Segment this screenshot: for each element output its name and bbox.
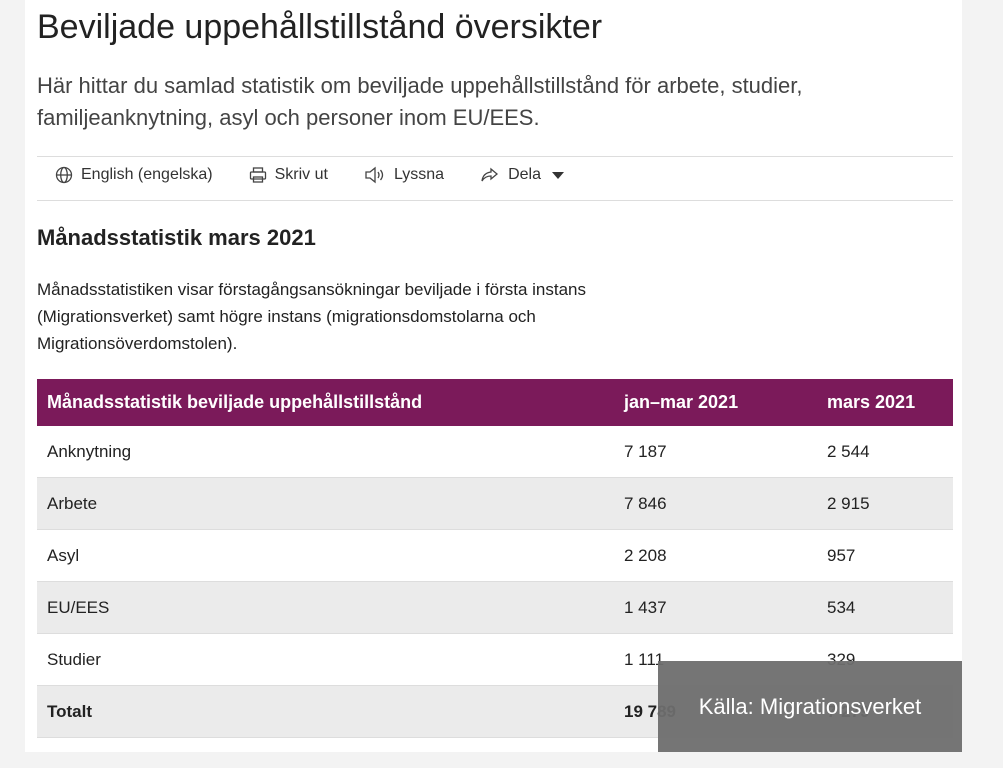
table-cell: EU/EES bbox=[37, 581, 614, 634]
section-heading: Månadsstatistik mars 2021 bbox=[37, 225, 316, 250]
print-button[interactable]: Skriv ut bbox=[249, 166, 328, 184]
toolbar: English (engelska) Skriv ut Lyssna Dela bbox=[55, 166, 609, 184]
table-cell: 7 846 bbox=[614, 477, 817, 530]
globe-icon bbox=[55, 166, 73, 184]
share-button[interactable]: Dela bbox=[480, 166, 573, 184]
table-row: Asyl 2 208 957 bbox=[37, 529, 953, 582]
print-icon bbox=[249, 167, 266, 183]
column-header: mars 2021 bbox=[817, 379, 953, 426]
page-title: Beviljade uppehållstillstånd översikter bbox=[37, 8, 603, 46]
toolbar-label: English (engelska) bbox=[81, 166, 213, 183]
speaker-icon bbox=[365, 166, 384, 184]
table-cell: 2 544 bbox=[817, 426, 953, 478]
table-cell: Totalt bbox=[37, 685, 614, 738]
divider bbox=[37, 156, 953, 157]
section-text: Månadsstatistiken visar förstagångsansök… bbox=[37, 280, 587, 353]
table-cell: Asyl bbox=[37, 529, 614, 582]
table-cell: 2 208 bbox=[614, 529, 817, 582]
table-row: EU/EES 1 437 534 bbox=[37, 581, 953, 634]
language-button[interactable]: English (engelska) bbox=[55, 166, 213, 184]
share-icon bbox=[481, 167, 499, 182]
table-row: Anknytning 7 187 2 544 bbox=[37, 426, 953, 478]
table-cell: Studier bbox=[37, 633, 614, 686]
table-cell: 957 bbox=[817, 529, 953, 582]
content-card: Beviljade uppehållstillstånd översikter … bbox=[25, 0, 962, 752]
table-cell: 534 bbox=[817, 581, 953, 634]
dropdown-arrow bbox=[551, 172, 564, 179]
table-row: Arbete 7 846 2 915 bbox=[37, 477, 953, 530]
intro-text: Här hittar du samlad statistik om bevilj… bbox=[37, 73, 803, 130]
toolbar-label: Lyssna bbox=[393, 166, 445, 183]
listen-button[interactable]: Lyssna bbox=[364, 166, 444, 184]
table-cell: Arbete bbox=[37, 477, 614, 530]
column-header: Månadsstatistik beviljade uppehållstills… bbox=[37, 379, 614, 426]
column-header: jan–mar 2021 bbox=[614, 379, 817, 426]
toolbar-label: Skriv ut bbox=[274, 166, 328, 183]
source-caption: Källa: Migrationsverket bbox=[658, 661, 962, 752]
table-header: Månadsstatistik beviljade uppehållstills… bbox=[37, 379, 953, 426]
table-cell: 1 437 bbox=[614, 581, 817, 634]
table-cell: 7 187 bbox=[614, 426, 817, 478]
table-cell: 2 915 bbox=[817, 477, 953, 530]
table-cell: Anknytning bbox=[37, 426, 614, 478]
toolbar-label: Dela bbox=[508, 166, 541, 183]
divider bbox=[37, 200, 953, 201]
